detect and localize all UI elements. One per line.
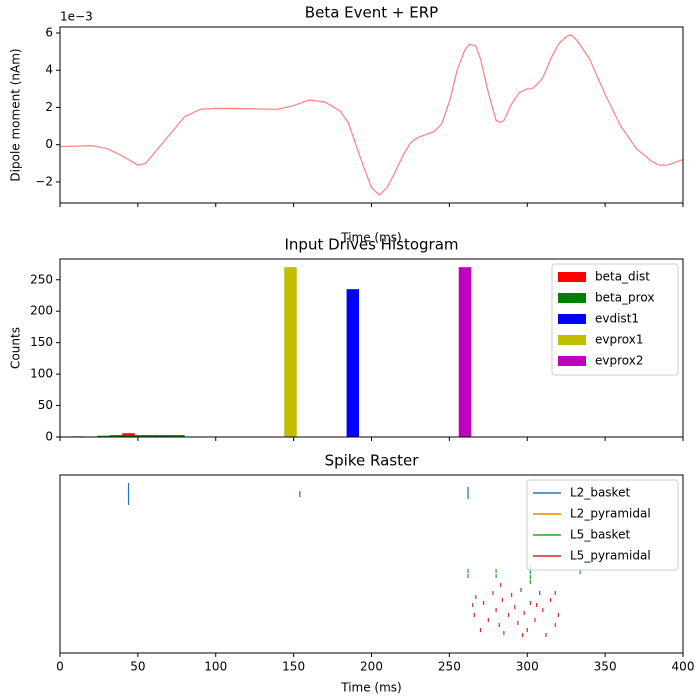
axes-frame: [59, 474, 684, 654]
x-tick-label: 50: [130, 660, 145, 674]
panel: Beta Event + ERP Time (ms) Dipole moment (…: [9, 4, 684, 245]
legend-swatch: [558, 272, 586, 282]
x-tick-label: 200: [360, 660, 383, 674]
x-tick-label: 300: [516, 660, 539, 674]
legend-box: [526, 479, 679, 571]
offset-text: 1e−3: [60, 10, 93, 24]
panel: Input Drives Histogram Counts 0 50 100 150 200…: [9, 236, 684, 444]
bar: [346, 289, 360, 437]
legend-label: L2_pyramidal: [570, 507, 651, 521]
x-tick-label: 400: [672, 660, 695, 674]
legend-label: L5_basket: [570, 528, 630, 542]
legend-label: L5_pyramidal: [570, 549, 651, 563]
plot-area: [72, 267, 472, 437]
bar: [159, 435, 173, 437]
y-tick-label: 2: [45, 100, 53, 114]
bar: [458, 267, 472, 437]
y-axis-label: Counts: [9, 327, 23, 369]
line: [60, 34, 683, 196]
plot-area: [60, 34, 683, 196]
y-axis-label: Dipole moment (nAm): [9, 48, 23, 181]
y-tick-label: 0: [45, 137, 53, 151]
panel-title: Input Drives Histogram: [285, 236, 459, 254]
legend-label: evprox2: [595, 354, 643, 368]
bar: [284, 267, 297, 437]
bar: [109, 435, 123, 437]
y-tick-label: 50: [38, 398, 53, 412]
bar: [122, 433, 135, 437]
x-tick-label: 350: [594, 660, 617, 674]
y-tick-label: 100: [30, 367, 53, 381]
bar: [134, 435, 148, 437]
legend: beta_dist beta_prox evdist1 evprox1 evprox2: [551, 263, 679, 376]
y-tick-label: 200: [30, 304, 53, 318]
axes-frame: [59, 258, 684, 438]
legend-label: evdist1: [595, 312, 639, 326]
legend-box: [551, 263, 679, 376]
legend-swatch: [558, 356, 586, 366]
legend-swatch: [558, 314, 586, 324]
x-axis-label: Time (ms): [340, 231, 402, 245]
y-tick-label: −2: [35, 174, 53, 188]
x-axis-label: Time (ms): [340, 681, 402, 695]
y-tick-label: 4: [45, 63, 53, 77]
panel-title: Spike Raster: [325, 452, 420, 470]
legend-label: beta_prox: [595, 291, 654, 305]
panel: Spike Raster Time (ms) 0 50 100 150 200 250 300 3…: [56, 452, 694, 695]
legend-swatch: [558, 335, 586, 345]
y-tick-label: 6: [45, 25, 53, 39]
y-tick-label: 150: [30, 335, 53, 349]
y-tick-label: 0: [45, 430, 53, 444]
legend-label: evprox1: [595, 333, 643, 347]
legend-label: beta_dist: [595, 270, 650, 284]
bar: [172, 435, 185, 437]
panel-title: Beta Event + ERP: [305, 4, 438, 22]
x-tick-label: 100: [204, 660, 227, 674]
bar: [147, 435, 160, 437]
x-tick-label: 0: [56, 660, 64, 674]
x-tick-label: 150: [282, 660, 305, 674]
legend: L2_basket L2_pyramidal L5_basket L5_pyramid…: [526, 479, 679, 571]
x-tick-label: 250: [438, 660, 461, 674]
y-tick-label: 250: [30, 272, 53, 286]
axes-frame: [59, 26, 684, 204]
bar: [122, 435, 135, 437]
legend-label: L2_basket: [570, 486, 630, 500]
plot-area: [127, 483, 581, 637]
legend-swatch: [558, 293, 586, 303]
bar: [97, 435, 110, 437]
